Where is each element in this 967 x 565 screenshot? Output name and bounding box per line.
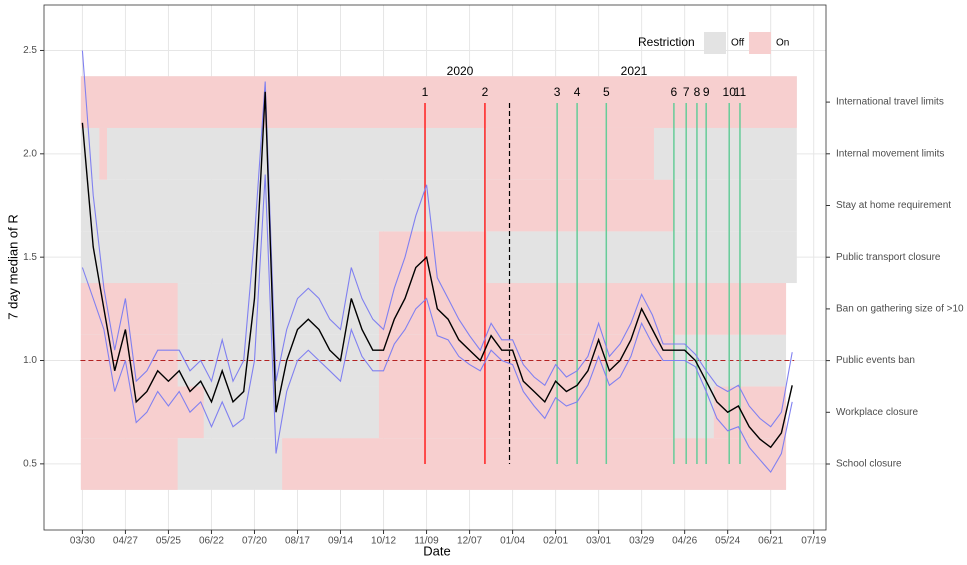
x-tick-label: 04/27 xyxy=(113,536,138,547)
x-tick-label: 07/20 xyxy=(242,536,267,547)
restriction-on xyxy=(80,386,204,439)
year-label: 2021 xyxy=(621,64,648,78)
legend-title: Restriction xyxy=(638,35,695,49)
x-axis-label: Date xyxy=(423,543,450,558)
restriction-on xyxy=(378,386,674,439)
x-tick-label: 02/01 xyxy=(543,536,568,547)
event-label: 9 xyxy=(703,85,710,99)
year-label: 2020 xyxy=(447,64,474,78)
restriction-on xyxy=(486,127,654,180)
x-tick-label: 03/30 xyxy=(70,536,95,547)
event-label: 5 xyxy=(603,85,610,99)
restriction-on xyxy=(378,283,787,335)
restriction-label: Stay at home requirement xyxy=(836,200,951,211)
x-tick-label: 10/12 xyxy=(371,536,396,547)
x-tick-label: 07/19 xyxy=(801,536,826,547)
restriction-label: Internal movement limits xyxy=(836,148,944,159)
event-label: 6 xyxy=(671,85,678,99)
plot-layer: School closure Workplace closure Public ev… xyxy=(23,4,964,547)
restriction-on xyxy=(282,438,787,490)
y-tick-label: 0.5 xyxy=(23,458,37,469)
series-line xyxy=(81,174,793,474)
event-label: 10 xyxy=(723,85,737,99)
restriction-off xyxy=(80,127,797,180)
x-tick-label: 03/29 xyxy=(629,536,654,547)
y-tick-label: 2.5 xyxy=(23,45,37,56)
event-label: 3 xyxy=(554,85,561,99)
x-tick-label: 05/24 xyxy=(715,536,740,547)
restriction-on xyxy=(80,438,178,490)
y-tick-label: 2.0 xyxy=(23,148,37,159)
x-tick-label: 04/26 xyxy=(672,536,697,547)
plot-border xyxy=(43,4,827,531)
restriction-on xyxy=(99,127,107,180)
restriction-label: International travel limits xyxy=(836,97,944,108)
restriction-on xyxy=(713,386,787,439)
x-tick-label: 09/14 xyxy=(328,536,353,547)
series-line xyxy=(81,50,793,428)
event-label: 4 xyxy=(574,85,581,99)
y-axis-label: 7 day median of R xyxy=(5,214,20,320)
series-line xyxy=(81,91,793,449)
restriction-label: Ban on gathering size of >10 xyxy=(836,304,964,315)
x-tick-label: 05/25 xyxy=(156,536,181,547)
x-tick-label: 01/04 xyxy=(500,536,525,547)
restriction-off xyxy=(80,179,797,232)
restriction-label: Public transport closure xyxy=(836,252,941,263)
legend-swatch xyxy=(704,32,726,54)
x-tick-label: 06/22 xyxy=(199,536,224,547)
x-tick-label: 03/01 xyxy=(586,536,611,547)
legend-label: Off xyxy=(731,38,744,49)
legend-swatch xyxy=(749,32,771,54)
event-label: 11 xyxy=(734,85,747,99)
restriction-on xyxy=(486,179,674,232)
y-tick-label: 1.5 xyxy=(23,252,37,263)
x-tick-label: 06/21 xyxy=(758,536,783,547)
y-tick-label: 1.0 xyxy=(23,355,37,366)
event-label: 1 xyxy=(422,85,429,99)
restriction-label: Public events ban xyxy=(836,355,915,366)
x-tick-label: 11/09 xyxy=(414,536,439,547)
event-label: 8 xyxy=(694,85,701,99)
event-label: 2 xyxy=(482,85,489,99)
restriction-label: Workplace closure xyxy=(836,407,919,418)
restriction-on xyxy=(80,76,797,128)
restriction-label: School closure xyxy=(836,459,902,470)
event-label: 7 xyxy=(683,85,690,99)
x-tick-label: 08/17 xyxy=(285,536,310,547)
legend-label: On xyxy=(776,38,789,49)
x-tick-label: 12/07 xyxy=(457,536,482,547)
